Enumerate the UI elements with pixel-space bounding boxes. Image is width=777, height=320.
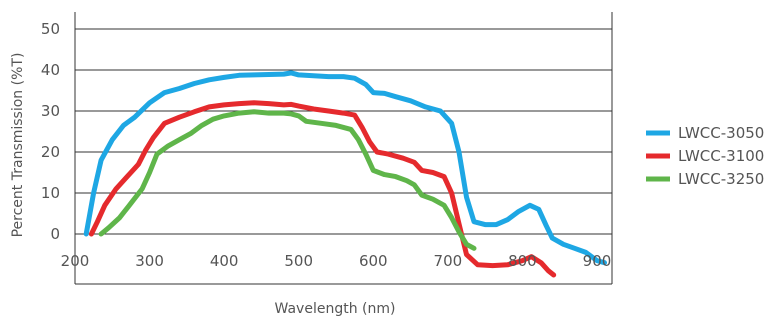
x-tick-label: 700 — [434, 252, 463, 270]
y-tick-label: 20 — [41, 143, 60, 161]
y-tick-label: 10 — [41, 184, 60, 202]
y-tick-label: 40 — [41, 61, 60, 79]
series-line-lwcc-3050 — [83, 70, 607, 266]
x-tick-label: 200 — [61, 252, 90, 270]
y-axis-label: Percent Transmission (%T) — [10, 53, 26, 238]
legend-label-lwcc-3100: LWCC-3100 — [678, 147, 764, 165]
legend-label-lwcc-3250: LWCC-3250 — [678, 170, 764, 188]
y-tick-label: 0 — [50, 225, 60, 243]
y-tick-labels: 0 10 20 30 40 50 — [41, 20, 60, 243]
series-lines — [83, 70, 607, 278]
x-axis-label: Wavelength (nm) — [275, 301, 396, 317]
x-tick-label: 300 — [135, 252, 164, 270]
y-tick-label: 30 — [41, 102, 60, 120]
y-tick-label: 50 — [41, 20, 60, 38]
x-tick-label: 800 — [508, 252, 537, 270]
series-line-lwcc-3100 — [88, 100, 557, 278]
x-tick-labels: 200 300 400 500 600 700 800 900 — [61, 252, 612, 270]
x-tick-label: 600 — [359, 252, 388, 270]
x-tick-label: 500 — [284, 252, 313, 270]
series-line-lwcc-3250 — [98, 109, 477, 251]
x-tick-label: 400 — [210, 252, 239, 270]
grid-lines — [75, 28, 612, 235]
legend: LWCC-3050 LWCC-3100 LWCC-3250 — [646, 124, 764, 188]
plot-frame — [74, 12, 613, 285]
legend-label-lwcc-3050: LWCC-3050 — [678, 124, 764, 142]
x-tick-label: 900 — [583, 252, 612, 270]
